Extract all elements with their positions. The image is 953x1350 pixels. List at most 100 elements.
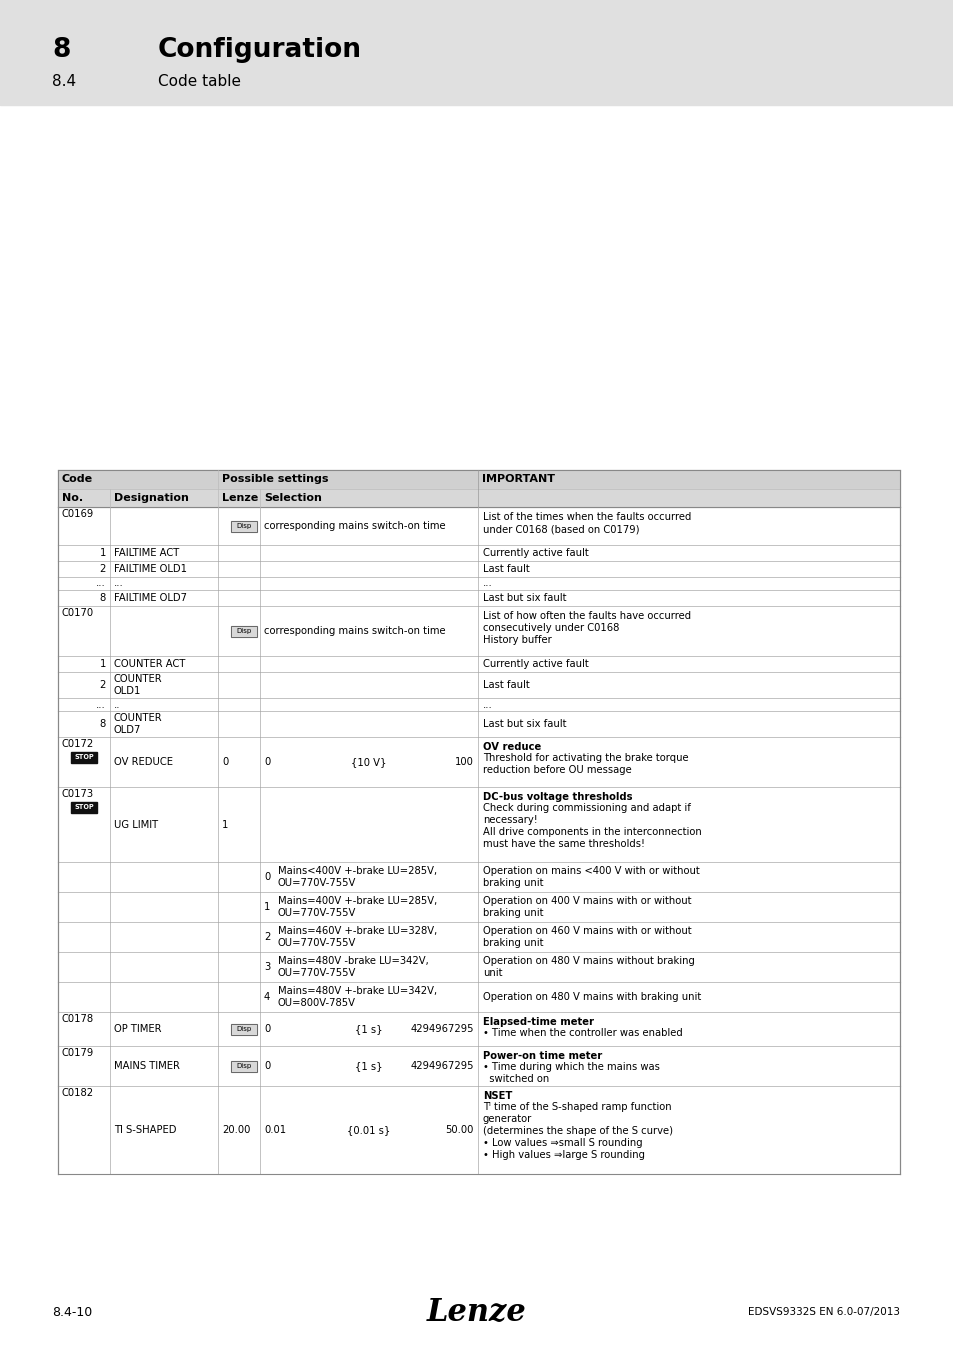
Text: NSET: NSET <box>482 1091 512 1102</box>
Text: Designation: Designation <box>113 493 189 504</box>
Text: IMPORTANT: IMPORTANT <box>481 474 555 485</box>
Text: FAILTIME OLD1: FAILTIME OLD1 <box>113 564 187 574</box>
Text: 8: 8 <box>100 593 106 603</box>
Text: Mains=460V +-brake LU=328V,
OU=770V-755V: Mains=460V +-brake LU=328V, OU=770V-755V <box>277 926 436 948</box>
Text: Last but six fault: Last but six fault <box>482 720 566 729</box>
Text: 100: 100 <box>455 757 474 767</box>
Text: COUNTER ACT: COUNTER ACT <box>113 659 185 670</box>
Text: EDSVS9332S EN 6.0-07/2013: EDSVS9332S EN 6.0-07/2013 <box>747 1307 899 1318</box>
Bar <box>231 521 256 532</box>
Text: {1 s}: {1 s} <box>355 1025 382 1034</box>
Text: Disp: Disp <box>236 628 252 634</box>
Text: ...: ... <box>482 579 493 589</box>
Text: Tᴵ time of the S-shaped ramp function
generator
(determines the shape of the S c: Tᴵ time of the S-shaped ramp function ge… <box>482 1102 672 1160</box>
Text: ...: ... <box>113 579 124 589</box>
Text: 8.4-10: 8.4-10 <box>52 1305 92 1319</box>
Text: ...: ... <box>96 579 106 589</box>
Text: STOP: STOP <box>74 805 93 810</box>
Text: 0.01: 0.01 <box>264 1125 286 1135</box>
Text: TI S-SHAPED: TI S-SHAPED <box>113 1125 176 1135</box>
Text: STOP: STOP <box>74 755 93 760</box>
Text: DC-bus voltage thresholds: DC-bus voltage thresholds <box>482 792 632 802</box>
Text: C0182: C0182 <box>62 1088 94 1098</box>
Text: OV reduce: OV reduce <box>482 743 540 752</box>
Bar <box>71 802 97 813</box>
Text: List of how often the faults have occurred
consecutively under C0168
History buf: List of how often the faults have occurr… <box>482 612 690 645</box>
Text: 50.00: 50.00 <box>445 1125 474 1135</box>
Bar <box>477 470 899 489</box>
Text: 4294967295: 4294967295 <box>410 1025 474 1034</box>
Text: Operation on mains <400 V with or without
braking unit: Operation on mains <400 V with or withou… <box>482 865 699 888</box>
Text: Last fault: Last fault <box>482 564 529 574</box>
Text: Mains=400V +-brake LU=285V,
OU=770V-755V: Mains=400V +-brake LU=285V, OU=770V-755V <box>277 896 436 918</box>
Text: Mains=480V +-brake LU=342V,
OU=800V-785V: Mains=480V +-brake LU=342V, OU=800V-785V <box>277 986 436 1008</box>
Bar <box>231 1023 256 1034</box>
Text: 1: 1 <box>222 819 228 829</box>
Text: Code: Code <box>62 474 93 485</box>
Text: 0: 0 <box>264 1061 270 1071</box>
Text: Mains=480V -brake LU=342V,
OU=770V-755V: Mains=480V -brake LU=342V, OU=770V-755V <box>277 956 428 977</box>
Text: Operation on 480 V mains with braking unit: Operation on 480 V mains with braking un… <box>482 992 700 1002</box>
Text: Threshold for activating the brake torque
reduction before OU message: Threshold for activating the brake torqu… <box>482 753 688 775</box>
Text: C0172: C0172 <box>62 738 94 749</box>
Text: Code table: Code table <box>158 74 241 89</box>
Text: Possible settings: Possible settings <box>222 474 328 485</box>
Text: Lenze: Lenze <box>427 1296 526 1327</box>
Text: Elapsed-time meter: Elapsed-time meter <box>482 1017 594 1027</box>
Text: • Time when the controller was enabled: • Time when the controller was enabled <box>482 1027 682 1038</box>
Text: {1 s}: {1 s} <box>355 1061 382 1071</box>
Bar <box>0 0 953 105</box>
Text: Disp: Disp <box>236 522 252 529</box>
Text: UG LIMIT: UG LIMIT <box>113 819 158 829</box>
Text: OP TIMER: OP TIMER <box>113 1025 161 1034</box>
Text: 8.4: 8.4 <box>52 74 76 89</box>
Text: 4: 4 <box>264 992 270 1002</box>
Text: Last but six fault: Last but six fault <box>482 593 566 603</box>
Text: 20.00: 20.00 <box>222 1125 250 1135</box>
Text: 0: 0 <box>264 872 270 882</box>
Text: Operation on 460 V mains with or without
braking unit: Operation on 460 V mains with or without… <box>482 926 691 948</box>
Text: 4294967295: 4294967295 <box>410 1061 474 1071</box>
Text: Operation on 480 V mains without braking
unit: Operation on 480 V mains without braking… <box>482 956 694 977</box>
Text: Last fault: Last fault <box>482 680 529 690</box>
Text: 8: 8 <box>100 720 106 729</box>
Text: corresponding mains switch-on time: corresponding mains switch-on time <box>264 626 445 636</box>
Text: COUNTER
OLD1: COUNTER OLD1 <box>113 674 162 697</box>
Bar <box>231 1061 256 1072</box>
Text: FAILTIME OLD7: FAILTIME OLD7 <box>113 593 187 603</box>
Text: C0169: C0169 <box>62 509 94 518</box>
Text: Disp: Disp <box>236 1026 252 1031</box>
Text: C0178: C0178 <box>62 1014 94 1025</box>
Text: Configuration: Configuration <box>158 36 361 63</box>
Bar <box>231 521 256 532</box>
Bar <box>58 470 218 489</box>
Bar <box>231 625 256 636</box>
Text: Operation on 400 V mains with or without
braking unit: Operation on 400 V mains with or without… <box>482 896 691 918</box>
Text: Mains<400V +-brake LU=285V,
OU=770V-755V: Mains<400V +-brake LU=285V, OU=770V-755V <box>277 865 436 888</box>
Text: Power-on time meter: Power-on time meter <box>482 1052 601 1061</box>
Text: ...: ... <box>96 699 106 710</box>
Text: List of the times when the faults occurred
under C0168 (based on C0179): List of the times when the faults occurr… <box>482 512 691 535</box>
Text: ..: .. <box>113 699 120 710</box>
Text: Selection: Selection <box>264 493 321 504</box>
Text: FAILTIME ACT: FAILTIME ACT <box>113 548 179 558</box>
Text: • Time during which the mains was
  switched on: • Time during which the mains was switch… <box>482 1062 659 1084</box>
Text: ...: ... <box>482 699 493 710</box>
Text: Disp: Disp <box>236 1062 252 1069</box>
Bar <box>231 1023 256 1034</box>
Bar <box>71 752 97 763</box>
Text: 1: 1 <box>99 659 106 670</box>
Text: Check during commissioning and adapt if
necessary!
All drive components in the i: Check during commissioning and adapt if … <box>482 803 701 849</box>
Bar <box>218 470 477 489</box>
Text: OV REDUCE: OV REDUCE <box>113 757 172 767</box>
Text: {10 V}: {10 V} <box>351 757 386 767</box>
Text: 3: 3 <box>264 963 270 972</box>
Text: 2: 2 <box>99 680 106 690</box>
Text: 1: 1 <box>264 902 270 913</box>
Text: C0179: C0179 <box>62 1048 94 1058</box>
Bar <box>231 1061 256 1072</box>
Text: 0: 0 <box>264 757 270 767</box>
Bar <box>231 625 256 636</box>
Text: MAINS TIMER: MAINS TIMER <box>113 1061 180 1071</box>
Text: 1: 1 <box>99 548 106 558</box>
